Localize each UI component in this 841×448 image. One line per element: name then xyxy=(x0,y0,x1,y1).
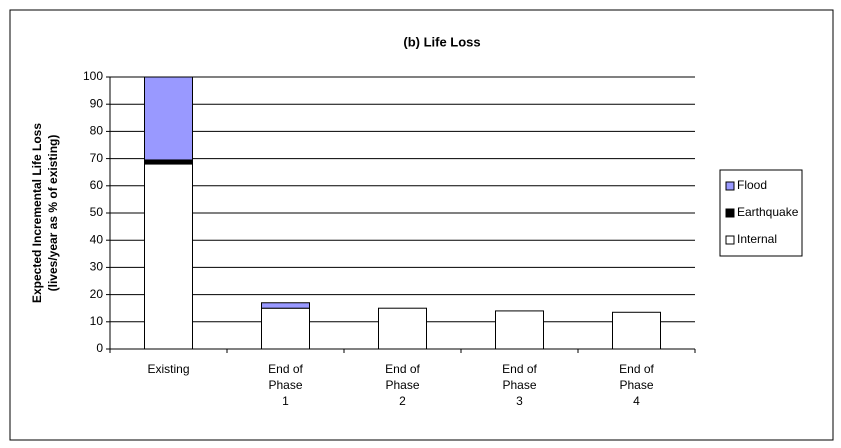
legend-label: Earthquake xyxy=(737,205,799,219)
bar-segment xyxy=(144,163,193,350)
bar-segment xyxy=(495,310,544,350)
bar-segment xyxy=(261,302,310,309)
legend-label: Internal xyxy=(737,232,777,246)
y-tick-label: 20 xyxy=(90,287,104,301)
x-tick-label: Existing xyxy=(147,362,190,376)
x-tick-label: End of Phase 3 xyxy=(502,362,537,408)
y-tick-label: 70 xyxy=(90,151,104,165)
bar-segment xyxy=(261,307,310,350)
y-axis-title-line: (lives/year as % of existing) xyxy=(46,135,60,292)
y-axis-title-line: Expected Incremental Life Loss xyxy=(30,123,44,303)
x-tick-label: End of Phase 2 xyxy=(385,362,420,408)
legend-swatch xyxy=(725,208,735,218)
chart-title: (b) Life Loss xyxy=(403,34,480,49)
bar-segment xyxy=(144,76,193,161)
legend-label: Flood xyxy=(737,178,767,192)
y-tick-label: 90 xyxy=(90,96,104,110)
legend-swatch xyxy=(725,235,735,245)
bar-segment xyxy=(144,159,193,165)
y-tick-label: 40 xyxy=(90,232,104,246)
x-tick-label: End of Phase 1 xyxy=(268,362,303,408)
y-tick-label: 10 xyxy=(90,314,104,328)
legend-swatch xyxy=(725,181,735,191)
y-tick-label: 60 xyxy=(90,178,104,192)
x-tick-label: End of Phase 4 xyxy=(619,362,654,408)
y-tick-label: 30 xyxy=(90,260,104,274)
y-tick-label: 100 xyxy=(83,69,103,83)
y-tick-label: 80 xyxy=(90,124,104,138)
bar-segment xyxy=(612,311,661,350)
y-tick-label: 0 xyxy=(96,341,103,355)
y-tick-label: 50 xyxy=(90,205,104,219)
y-axis-title: Expected Incremental Life Loss (lives/ye… xyxy=(30,123,60,303)
bar-segment xyxy=(378,307,427,350)
